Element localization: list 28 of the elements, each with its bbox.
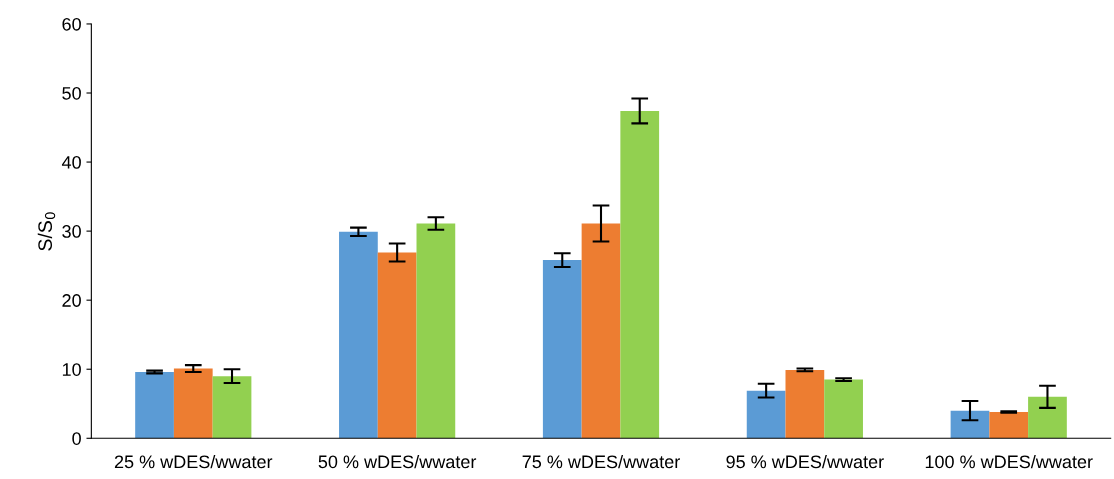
- y-tick-label: 20: [62, 294, 81, 307]
- bar: [746, 390, 786, 439]
- bar: [542, 260, 582, 439]
- y-tick-label: 10: [62, 363, 81, 376]
- y-tick-label: 60: [62, 17, 81, 31]
- x-tick-label: 100 % wDES/wwater: [925, 454, 1093, 469]
- y-tick-label: 40: [61, 156, 81, 169]
- bar: [950, 410, 990, 439]
- bar: [173, 368, 213, 439]
- x-tick-label: 25 % wDES/wwater: [114, 454, 273, 469]
- bar: [135, 371, 174, 439]
- y-axis-title: S/S$_{0}$: [37, 212, 56, 251]
- bar: [339, 231, 378, 439]
- y-tick-label: 30: [62, 225, 81, 238]
- bar: [989, 412, 1029, 439]
- bar: [1028, 396, 1067, 439]
- y-tick-label: 50: [62, 86, 81, 100]
- y-tick-label: 0: [72, 432, 81, 446]
- bar: [824, 379, 863, 439]
- bar: [416, 223, 456, 439]
- bar: [620, 110, 660, 439]
- bar: [785, 369, 825, 439]
- x-tick-label: 75 % wDES/wwater: [522, 454, 680, 469]
- bar: [377, 252, 417, 439]
- bar: [212, 376, 252, 439]
- x-tick-label: 95 % wDES/wwater: [726, 454, 884, 469]
- x-tick-label: 50 % wDES/wwater: [318, 454, 477, 469]
- bar: [581, 223, 621, 439]
